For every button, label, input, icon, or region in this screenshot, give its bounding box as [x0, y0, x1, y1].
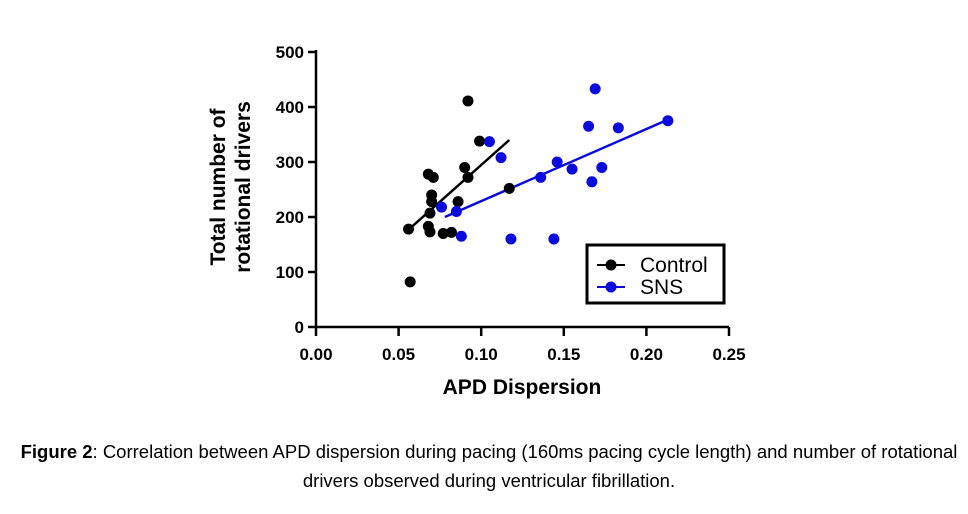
y-axis-ticks: 0 100 200 300 400 500	[276, 43, 316, 337]
control-data-point	[462, 95, 474, 107]
x-tick-label: 0.15	[547, 345, 580, 364]
legend-sns-marker	[605, 281, 617, 293]
figure-caption-text: : Correlation between APD dispersion dur…	[92, 441, 958, 491]
sns-data-point	[662, 115, 674, 127]
legend-control-label: Control	[640, 254, 708, 277]
sns-data-point	[548, 233, 560, 245]
x-tick-label: 0.10	[465, 345, 498, 364]
x-axis-ticks: 0.00 0.05 0.10 0.15 0.20 0.25	[299, 327, 746, 364]
sns-data-point	[483, 136, 495, 148]
control-data-point	[426, 196, 438, 208]
y-tick-label: 200	[276, 208, 304, 227]
sns-data-point	[455, 230, 467, 242]
x-tick-label: 0.05	[382, 345, 415, 364]
y-tick-label: 300	[276, 153, 304, 172]
sns-data-point	[535, 171, 547, 183]
control-data-point	[404, 276, 416, 288]
legend-box	[585, 243, 726, 305]
sns-fit-line	[444, 118, 669, 219]
sns-data-point	[505, 233, 517, 245]
x-tick-label: 0.20	[630, 345, 663, 364]
y-axis-title-line-2: rotational drivers	[232, 101, 255, 273]
y-tick-label: 0	[295, 318, 304, 337]
sns-data-point	[586, 176, 598, 188]
control-data-point	[424, 226, 436, 238]
x-axis-title: APD Dispersion	[443, 376, 602, 399]
sns-data-point	[612, 122, 624, 134]
y-tick-label: 400	[276, 98, 304, 117]
control-data-point	[452, 196, 464, 208]
y-tick-label: 500	[276, 43, 304, 62]
sns-data-point	[566, 163, 578, 175]
sns-data-point	[436, 201, 448, 213]
control-data-point	[462, 171, 474, 183]
y-tick-label: 100	[276, 263, 304, 282]
control-data-point	[474, 135, 486, 147]
y-axis-title-line-1: Total number of	[207, 107, 230, 265]
legend: Control SNS	[585, 243, 726, 305]
sns-data-point	[551, 156, 563, 168]
control-data-point	[437, 228, 449, 239]
control-data-point	[424, 207, 436, 219]
control-data-point	[403, 223, 415, 235]
x-tick-label: 0.25	[712, 345, 745, 364]
sns-data-point	[495, 152, 507, 164]
control-data-point	[459, 162, 471, 173]
control-data-point	[445, 226, 457, 238]
sns-data-point	[596, 162, 608, 173]
x-tick-label: 0.00	[299, 345, 332, 364]
sns-data-point	[450, 206, 462, 217]
control-data-point	[503, 182, 515, 194]
control-data-point	[427, 171, 439, 183]
sns-data-point	[583, 120, 595, 132]
legend-sns-label: SNS	[640, 276, 683, 299]
legend-control-marker	[605, 259, 617, 271]
figure-label: Figure 2	[20, 441, 93, 462]
figure-caption: Figure 2: Correlation between APD disper…	[0, 437, 968, 495]
scatter-chart: 0 100 200 300 400 500 0.00 0.05 0.10 0.15 0.20 0.2…	[207, 43, 746, 399]
sns-data-point	[589, 83, 601, 95]
plot-area	[403, 83, 674, 288]
